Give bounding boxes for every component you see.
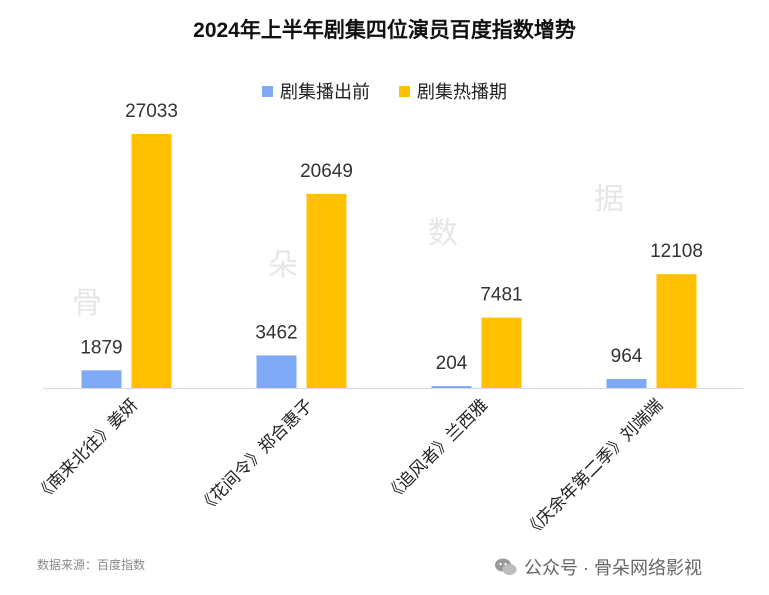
data-label: 1879 (80, 337, 122, 358)
data-label: 964 (611, 346, 643, 367)
watermark-char: 数 (428, 216, 458, 251)
data-label: 20649 (300, 161, 353, 182)
credit: 公众号 · 骨朵网络影视 (494, 554, 702, 580)
category-label: 《庆余年第二季》刘端端 (521, 395, 667, 541)
data-label: 12108 (650, 241, 703, 262)
watermark-char: 朵 (268, 248, 298, 283)
data-label: 3462 (255, 322, 297, 343)
category-label: 《追风者》兰西雅 (382, 395, 492, 505)
bar (306, 193, 347, 388)
legend-label-before: 剧集播出前 (279, 82, 370, 102)
legend-item-during: 剧集热播期 (399, 78, 507, 104)
data-label: 7481 (480, 285, 522, 306)
bar (606, 378, 647, 388)
data-label: 27033 (125, 101, 178, 122)
bar (656, 274, 697, 388)
legend-swatch-before (261, 86, 273, 97)
bar (481, 317, 522, 388)
watermark-char: 据 (594, 182, 624, 217)
wechat-icon (495, 558, 517, 575)
credit-text: 公众号 · 骨朵网络影视 (524, 558, 702, 578)
category-label: 《花间令》郑合惠子 (195, 395, 317, 517)
chart-title: 2024年上半年剧集四位演员百度指数增势 (193, 19, 576, 42)
bar (256, 355, 297, 388)
legend-label-during: 剧集热播期 (417, 82, 507, 102)
source-note: 数据来源：百度指数 (37, 558, 146, 572)
legend: 剧集播出前 剧集热播期 (0, 78, 769, 104)
bar (131, 133, 172, 388)
legend-item-before: 剧集播出前 (261, 78, 370, 104)
legend-swatch-during (399, 86, 410, 97)
bar (81, 370, 122, 388)
data-label: 204 (436, 353, 468, 374)
category-label: 《南来北往》姜妍 (32, 395, 142, 505)
watermark-char: 骨 (72, 286, 102, 321)
bar (431, 386, 472, 388)
